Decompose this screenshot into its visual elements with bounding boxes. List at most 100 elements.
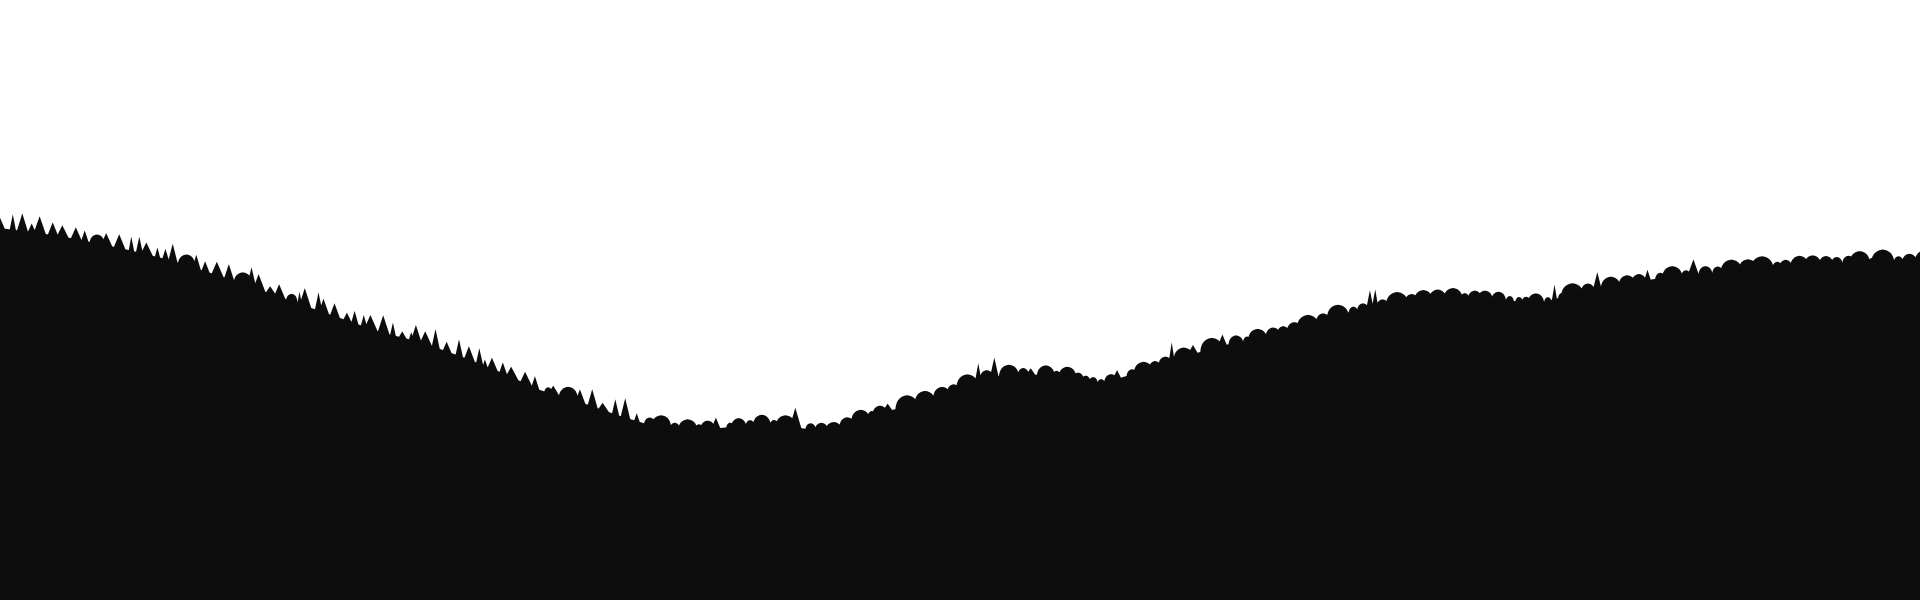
conifer-tree [529,376,540,392]
deciduous-tree-canopy [1200,337,1224,355]
deciduous-tree-canopy [1698,266,1713,278]
deciduous-tree-canopy [1173,347,1195,363]
conifer-tree [1185,345,1201,359]
conifer-tree [879,403,896,416]
deciduous-tree-canopy [285,293,298,304]
conifer-tree [341,312,353,325]
conifer-tree [191,254,202,273]
deciduous-tree-canopy [1326,304,1350,321]
conifer-tree [503,366,519,381]
deciduous-tree-canopy [1631,274,1647,287]
conifer-tree [475,348,484,368]
deciduous-tree-canopy [1600,276,1622,292]
conifer-tree [32,216,47,238]
conifer-tree [595,402,611,414]
conifer-tree [153,247,161,261]
deciduous-tree-canopy [1080,375,1091,385]
deciduous-tree-canopy [1527,293,1545,307]
treeline-silhouette [0,213,1920,436]
conifer-tree [409,325,423,345]
deciduous-tree-canopy [1058,366,1077,381]
conifer-tree [632,413,641,425]
conifer-tree [417,331,433,348]
deciduous-tree-canopy [1036,365,1055,380]
conifer-tree [619,398,631,422]
conifer-tree [1551,284,1558,303]
hill-silhouette [0,228,1920,600]
deciduous-tree-canopy [1580,283,1596,296]
conifer-tree [54,225,70,241]
deciduous-tree-canopy [1870,249,1895,266]
conifer-tree [485,357,499,373]
conifer-tree [251,274,266,294]
deciduous-tree-canopy [730,418,747,431]
conifer-tree [246,267,257,291]
conifer-tree [167,243,179,265]
deciduous-tree-canopy [1088,377,1098,387]
deciduous-tree-canopy [1750,256,1774,273]
deciduous-tree-canopy [851,409,871,424]
conifer-tree [481,359,489,370]
conifer-tree [1686,259,1701,279]
deciduous-tree-canopy [1849,251,1871,267]
deciduous-tree-canopy [1348,306,1359,316]
conifer-tree [462,346,476,364]
deciduous-tree-canopy [558,386,578,401]
deciduous-tree-canopy [177,254,196,268]
conifer-tree [1168,342,1176,365]
deciduous-tree-canopy [1661,266,1683,282]
conifer-tree [297,288,312,310]
conifer-tree [497,362,508,378]
conifer-tree [610,399,620,419]
deciduous-tree-canopy [89,234,105,247]
conifer-tree [573,389,587,406]
deciduous-tree-canopy [895,395,919,412]
conifer-tree [272,284,287,301]
deciduous-tree-canopy [745,420,755,430]
deciduous-tree-canopy [1543,297,1552,306]
conifer-tree [430,329,441,352]
conifer-tree [15,213,29,235]
deciduous-tree-canopy [669,422,681,433]
deciduous-tree-canopy [932,386,952,401]
conifer-tree [79,230,90,245]
deciduous-tree-canopy [1148,361,1162,372]
conifer-tree [111,234,127,252]
conifer-tree [788,407,803,432]
deciduous-tree-canopy [677,419,698,434]
conifer-tree [317,298,330,317]
conifer-tree [396,331,409,342]
conifer-tree [262,286,278,298]
conifer-tree [328,303,341,321]
deciduous-tree-canopy [1133,361,1154,377]
deciduous-tree-canopy [1830,257,1843,268]
deciduous-tree-canopy [1385,292,1409,309]
conifer-tree [440,341,453,356]
deciduous-tree-canopy [1803,255,1822,269]
conifer-tree [135,236,144,257]
deciduous-tree-canopy [1228,335,1244,348]
deciduous-tree-canopy [1515,297,1524,306]
deciduous-tree-canopy [1476,290,1494,303]
deciduous-tree-canopy [650,415,672,430]
conifer-tree [98,233,114,250]
deciduous-tree-canopy [1505,296,1515,305]
conifer-tree [209,261,225,279]
deciduous-tree-canopy [1072,372,1085,383]
conifer-tree [1023,368,1038,379]
deciduous-tree-canopy [1296,314,1320,332]
conifer-tree [138,242,154,259]
deciduous-tree-canopy [1778,259,1793,271]
conifer-tree [454,339,464,360]
conifer-tree [68,227,83,244]
conifer-tree [8,214,17,234]
deciduous-tree-canopy [1490,291,1507,304]
conifer-tree [222,264,235,284]
deciduous-tree-canopy [1893,256,1904,266]
conifer-tree [1216,334,1229,350]
deciduous-tree-canopy [1460,293,1470,303]
conifer-tree [199,261,211,276]
conifer-tree [161,248,170,263]
deciduous-tree-canopy [1914,251,1920,266]
